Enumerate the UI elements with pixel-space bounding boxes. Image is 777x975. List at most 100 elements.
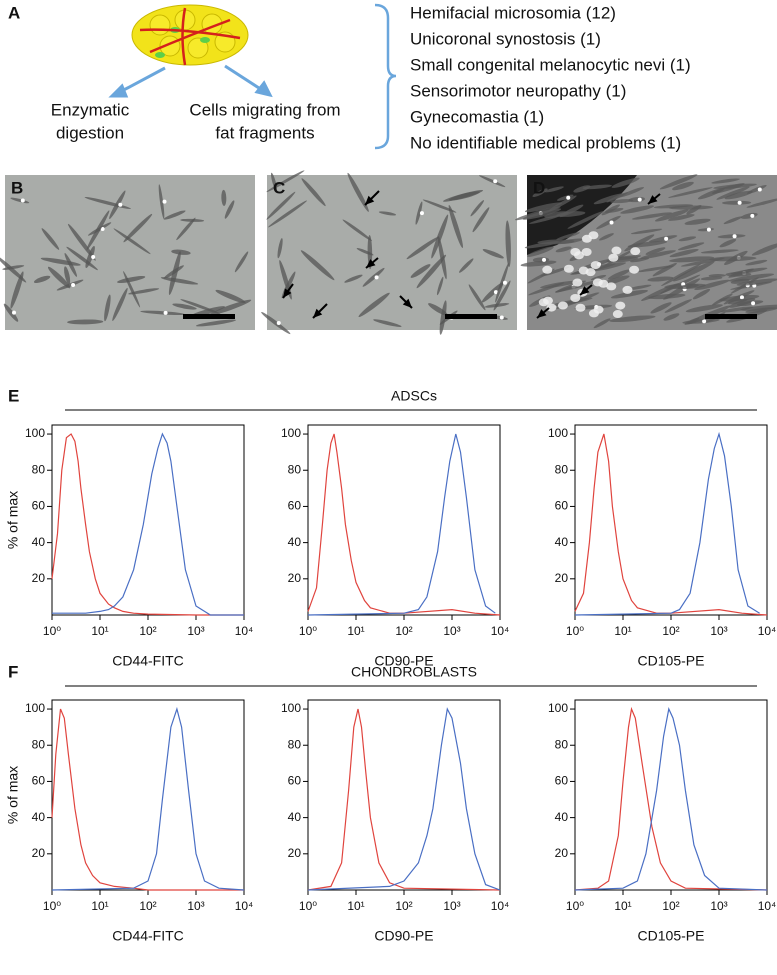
cell <box>437 236 447 280</box>
cell <box>609 315 656 323</box>
cell <box>3 303 19 322</box>
bright-cell <box>91 255 96 260</box>
cell <box>123 271 141 308</box>
cell <box>751 242 777 256</box>
arrow-head <box>313 308 323 318</box>
cell <box>678 236 697 242</box>
cell <box>720 306 754 313</box>
histogram-curve <box>307 433 501 616</box>
cell <box>448 205 463 248</box>
x-tick-label: 10⁰ <box>299 899 317 913</box>
cell <box>660 274 701 294</box>
adipocyte <box>187 37 209 59</box>
tissue-fragment <box>527 175 637 255</box>
bright-cell <box>542 257 547 262</box>
bright-cell <box>570 294 581 303</box>
arrow-head <box>283 288 292 298</box>
cell <box>10 271 24 309</box>
y-tick-label: 20 <box>555 571 569 585</box>
cell <box>104 294 111 322</box>
cell <box>168 251 181 295</box>
cell <box>176 217 196 241</box>
y-tick-label: 100 <box>25 426 45 440</box>
arrow <box>312 303 328 319</box>
cell <box>155 52 165 58</box>
cell <box>645 247 666 255</box>
cell <box>573 185 591 193</box>
bright-cell <box>374 275 379 280</box>
bright-cell <box>566 195 571 200</box>
cell <box>342 219 373 242</box>
y-tick-label: 60 <box>555 774 569 788</box>
arrow-head <box>537 309 547 318</box>
x-tick-label: 10⁴ <box>235 624 254 638</box>
cell <box>652 262 677 277</box>
bright-cell <box>502 280 507 285</box>
cell <box>713 183 757 189</box>
x-tick-label: 10⁰ <box>43 899 61 913</box>
plot-frame <box>51 424 245 616</box>
bright-cell <box>615 301 626 310</box>
y-tick-label: 80 <box>32 737 46 751</box>
cell <box>722 200 752 205</box>
plot-frame <box>574 699 768 891</box>
histogram-curve <box>574 707 768 891</box>
cell <box>686 205 702 215</box>
cell <box>663 313 680 321</box>
cell <box>537 239 575 245</box>
cell <box>740 304 777 311</box>
bright-cell <box>563 264 574 273</box>
histogram-curve <box>307 708 501 891</box>
x-tick-label: 10² <box>395 624 412 638</box>
cell <box>41 228 60 250</box>
arrow <box>224 64 263 92</box>
bright-cell <box>590 261 601 270</box>
cell <box>647 276 674 282</box>
plot-frame <box>574 424 768 616</box>
cell <box>717 234 746 239</box>
cell <box>347 172 369 212</box>
bright-cell <box>557 301 568 310</box>
arrow-head <box>402 298 412 308</box>
arrow <box>364 190 380 206</box>
cell <box>266 170 305 193</box>
bright-cell <box>737 200 742 205</box>
x-tick-label: 10⁰ <box>299 624 317 638</box>
y-tick-label: 80 <box>288 737 302 751</box>
bright-cell <box>276 321 281 326</box>
bright-cell <box>118 202 123 207</box>
arrow-head <box>254 80 273 98</box>
x-axis-label: CD105-PE <box>638 928 705 944</box>
cell <box>410 264 431 278</box>
x-axis-label: CD90-PE <box>374 653 433 669</box>
cell <box>495 262 509 303</box>
x-tick-label: 10⁰ <box>43 624 61 638</box>
arrow <box>579 284 593 296</box>
condition-item: Small congenital melanocytic nevi (1) <box>410 55 691 74</box>
cell <box>436 276 444 296</box>
cell <box>664 299 692 313</box>
cell <box>631 212 673 220</box>
y-tick-label: 80 <box>555 462 569 476</box>
arrow <box>399 295 413 309</box>
y-tick-label: 60 <box>288 774 302 788</box>
cell <box>654 209 689 222</box>
x-tick-label: 10¹ <box>91 624 108 638</box>
y-tick-label: 40 <box>288 810 302 824</box>
y-tick-label: 100 <box>548 426 568 440</box>
cell <box>300 250 335 281</box>
bright-cell <box>538 298 549 307</box>
cell <box>472 207 490 233</box>
cell <box>590 274 607 281</box>
bright-cell <box>581 247 592 256</box>
histogram-curve <box>52 432 244 616</box>
cell <box>64 266 71 285</box>
arrow <box>365 257 379 269</box>
x-tick-label: 10⁰ <box>566 624 584 638</box>
x-tick-label: 10⁴ <box>491 624 510 638</box>
cell <box>277 238 283 259</box>
arrow-head <box>648 195 658 204</box>
cell <box>266 191 296 220</box>
cell <box>356 248 374 256</box>
cell <box>627 240 668 248</box>
